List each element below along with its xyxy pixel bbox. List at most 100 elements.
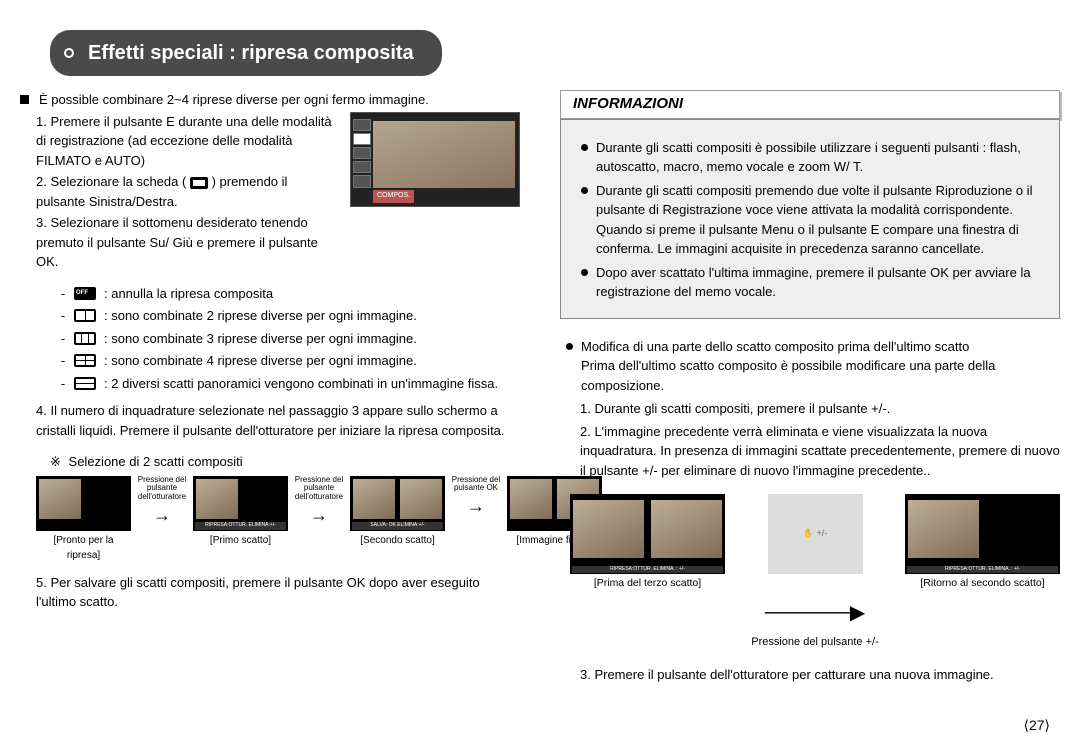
opt-5-text: : 2 diversi scatti panoramici vengono co… (104, 374, 498, 394)
lcd-opt (353, 161, 371, 173)
opt-4: - : sono combinate 4 riprese diverse per… (60, 351, 520, 371)
shot-3: SALVA: OK ELIMINA:+/- [Secondo scatto] (350, 476, 445, 548)
r-shot-status-1: RIPRESA:OTTUR. ELIMINA. : +/- (572, 566, 723, 574)
grid2-icon (74, 309, 96, 322)
info-b1-text: Durante gli scatti compositi è possibile… (596, 138, 1045, 177)
icon-option-list: - : annulla la ripresa composita - : son… (60, 284, 520, 394)
r-shot-2: RIPRESA:OTTUR. ELIMINA. : +/- [Ritorno a… (905, 494, 1060, 592)
arrow-col-2: Pressione del pulsante dell'otturatore → (292, 476, 346, 529)
arrow-text-1: Pressione del pulsante dell'otturatore (135, 476, 189, 502)
r-shot-1: RIPRESA:OTTUR. ELIMINA. : +/- [Prima del… (570, 494, 725, 592)
title-text: Effetti speciali : ripresa composita (88, 38, 414, 68)
r-step-2: 2. L'immagine precedente verrà eliminata… (580, 422, 1060, 481)
modify-block: Modifica di una parte dello scatto compo… (581, 337, 1060, 396)
shot-cap-2: [Primo scatto] (193, 533, 288, 548)
bullet-icon (566, 343, 573, 350)
steps-1-2: 1. Premere il pulsante E durante una del… (20, 112, 340, 274)
title-bullet-icon (64, 48, 74, 58)
page-title: Effetti speciali : ripresa composita (50, 30, 442, 76)
shot-half (651, 500, 722, 558)
shots-label: ※ Selezione di 2 scatti compositi (50, 452, 520, 472)
lcd-opt (353, 119, 371, 131)
right-shots-row: RIPRESA:OTTUR. ELIMINA. : +/- [Prima del… (570, 494, 1060, 651)
shot-half (510, 479, 552, 519)
grid3-icon (74, 332, 96, 345)
intro-text: È possible combinare 2~4 riprese diverse… (39, 90, 429, 110)
steps-with-lcd: 1. Premere il pulsante E durante una del… (20, 112, 520, 274)
shot-1: [Pronto per la ripresa] (36, 476, 131, 563)
arrow-text-2: Pressione del pulsante dell'otturatore (292, 476, 346, 502)
step-2: 2. Selezionare la scheda ( ) premendo il… (36, 172, 340, 211)
shots-label-text: Selezione di 2 scatti compositi (69, 454, 243, 469)
info-bullet-2: Durante gli scatti compositi premendo du… (581, 181, 1045, 259)
lcd-opt-selected (353, 133, 371, 145)
info-header-container: INFORMAZIONI (560, 90, 1060, 119)
shot-cap-3: [Secondo scatto] (350, 533, 445, 548)
arrow-col-3: Pressione del pulsante OK → (449, 476, 503, 521)
opt-3-text: : sono combinate 3 riprese diverse per o… (104, 329, 417, 349)
left-column: È possible combinare 2~4 riprese diverse… (20, 90, 520, 687)
info-bullet-1: Durante gli scatti compositi è possibile… (581, 138, 1045, 177)
r-shot-frame-1: RIPRESA:OTTUR. ELIMINA. : +/- (570, 494, 725, 574)
tab-icon (190, 177, 208, 189)
lcd-preview: COMPOS. (350, 112, 520, 207)
step-4: 4. Il numero di inquadrature selezionate… (36, 401, 520, 440)
shot-half (39, 479, 81, 519)
shot-half-empty (243, 479, 285, 519)
shot-half (573, 500, 644, 558)
shot-half-empty (86, 479, 128, 519)
star-icon: ※ (50, 454, 61, 469)
shot-cap-1: [Pronto per la ripresa] (36, 533, 131, 563)
shot-half (196, 479, 238, 519)
shot-frame-1 (36, 476, 131, 531)
r-shot-status-2: RIPRESA:OTTUR. ELIMINA. : +/- (907, 566, 1058, 574)
step-3: 3. Selezionare il sottomenu desiderato t… (36, 213, 340, 272)
modify-title: Modifica di una parte dello scatto compo… (581, 337, 1060, 357)
pano-icon (74, 377, 96, 390)
arrow-icon: ──────▶ (765, 598, 865, 628)
opt-2-text: : sono combinate 2 riprese diverse per o… (104, 306, 417, 326)
lcd-sidebar (353, 119, 371, 188)
arrow-icon: → (449, 493, 503, 520)
intro-line: È possible combinare 2~4 riprese diverse… (20, 90, 520, 110)
off-icon (74, 287, 96, 300)
step-1: 1. Premere il pulsante E durante una del… (36, 112, 340, 171)
info-b2-text: Durante gli scatti compositi premendo du… (596, 181, 1045, 259)
step-5: 5. Per salvare gli scatti compositi, pre… (36, 573, 520, 612)
opt-4-text: : sono combinate 4 riprese diverse per o… (104, 351, 417, 371)
bullet-icon (581, 144, 588, 151)
shot-half (908, 500, 979, 558)
dash: - (60, 329, 66, 349)
arrow-text-3: Pressione del pulsante OK (449, 476, 503, 494)
info-b3-text: Dopo aver scattato l'ultima immagine, pr… (596, 263, 1045, 302)
grid4-icon (74, 354, 96, 367)
r-shot-cap-2: [Ritorno al secondo scatto] (905, 576, 1060, 592)
info-box: Durante gli scatti compositi è possibile… (560, 119, 1060, 319)
modify-sub: Prima dell'ultimo scatto composito è pos… (581, 356, 1060, 395)
finger-press-icon: ✋ +/- (768, 494, 863, 574)
shot-status: RIPRESA:OTTUR. ELIMINA:+/- (195, 522, 286, 530)
lcd-bottom-label: COMPOS. (373, 190, 414, 203)
shot-half-empty (986, 500, 1057, 558)
shot-half (353, 479, 395, 519)
info-header: INFORMAZIONI (560, 90, 1060, 119)
lcd-opt (353, 147, 371, 159)
dash: - (60, 306, 66, 326)
shot-status: SALVA: OK ELIMINA:+/- (352, 522, 443, 530)
lcd-image (373, 121, 515, 188)
right-column: INFORMAZIONI Durante gli scatti composit… (560, 90, 1060, 687)
step2-a: 2. Selezionare la scheda ( (36, 174, 186, 189)
opt-off: - : annulla la ripresa composita (60, 284, 520, 304)
opt-off-text: : annulla la ripresa composita (104, 284, 273, 304)
dash: - (60, 284, 66, 304)
opt-3: - : sono combinate 3 riprese diverse per… (60, 329, 520, 349)
lcd-opt (353, 175, 371, 187)
arrow-icon: → (135, 502, 189, 529)
arrow-col-1: Pressione del pulsante dell'otturatore → (135, 476, 189, 529)
dash: - (60, 351, 66, 371)
arrow-icon: → (292, 502, 346, 529)
info-bullet-3: Dopo aver scattato l'ultima immagine, pr… (581, 263, 1045, 302)
dash: - (60, 374, 66, 394)
r-step-3: 3. Premere il pulsante dell'otturatore p… (580, 665, 1060, 685)
opt-2: - : sono combinate 2 riprese diverse per… (60, 306, 520, 326)
